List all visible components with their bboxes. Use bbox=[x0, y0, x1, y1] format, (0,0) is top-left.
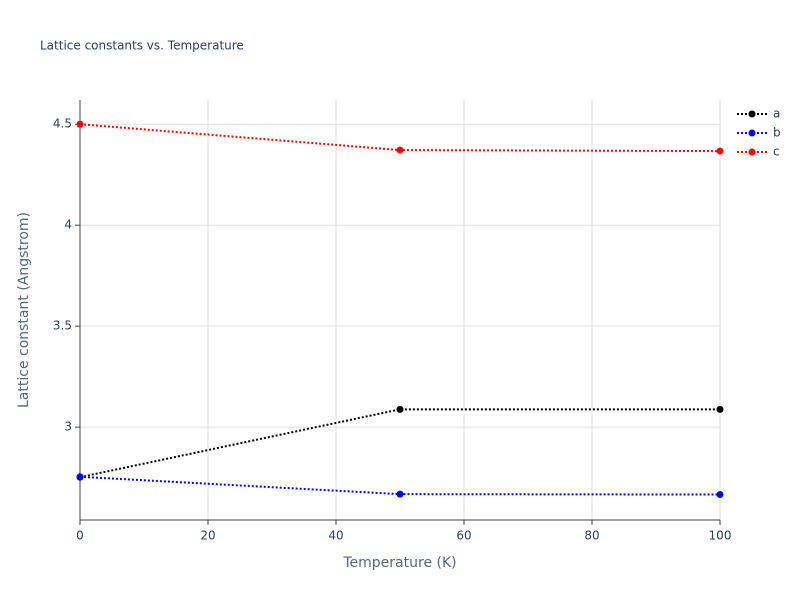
legend-marker bbox=[748, 110, 756, 118]
x-tick-label: 100 bbox=[709, 529, 732, 543]
y-tick-label: 3 bbox=[64, 420, 72, 434]
y-tick-label: 4 bbox=[64, 218, 72, 232]
legend-label: a bbox=[773, 107, 780, 121]
y-tick-label: 3.5 bbox=[53, 319, 72, 333]
x-tick-label: 0 bbox=[76, 529, 84, 543]
series-line bbox=[79, 408, 720, 479]
y-tick-label: 4.5 bbox=[53, 117, 72, 131]
x-tick-label: 80 bbox=[584, 529, 599, 543]
data-point bbox=[716, 147, 724, 155]
legend-label: b bbox=[773, 126, 781, 140]
data-point bbox=[396, 405, 404, 413]
data-point bbox=[396, 490, 404, 498]
legend-marker bbox=[748, 129, 756, 137]
y-axis-title: Lattice constant (Angstrom) bbox=[16, 212, 32, 408]
legend-label: c bbox=[773, 145, 780, 159]
x-axis-title: Temperature (K) bbox=[342, 555, 456, 571]
chart-title: Lattice constants vs. Temperature bbox=[40, 39, 244, 53]
legend-marker bbox=[748, 148, 756, 156]
x-tick-label: 40 bbox=[328, 529, 343, 543]
x-tick-label: 20 bbox=[200, 529, 215, 543]
data-point bbox=[716, 405, 724, 413]
data-point bbox=[716, 491, 724, 499]
x-tick-label: 60 bbox=[456, 529, 471, 543]
data-point bbox=[76, 473, 84, 481]
data-point bbox=[396, 146, 404, 154]
data-point bbox=[76, 120, 84, 128]
